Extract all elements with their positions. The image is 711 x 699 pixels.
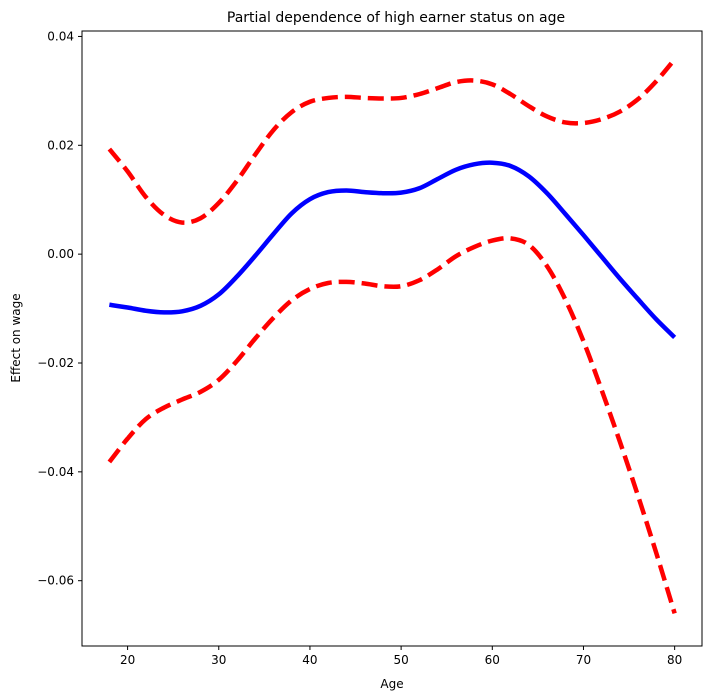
x-axis: 20 30 40 50 60 70 80 [120,646,682,667]
y-tick-label: 0.04 [47,29,74,43]
chart-title: Partial dependence of high earner status… [227,10,565,26]
x-axis-label: Age [380,677,403,691]
y-tick-label: −0.02 [37,356,74,370]
x-tick-label: 50 [393,653,408,667]
x-tick-label: 70 [576,653,591,667]
y-tick-label: 0.02 [47,138,74,152]
y-tick-label: −0.04 [37,465,74,479]
upper-bound-line [107,57,677,225]
y-axis: 0.04 0.02 0.00 −0.02 −0.04 −0.06 [37,29,82,588]
y-axis-label: Effect on wage [9,293,23,382]
x-tick-label: 30 [211,653,226,667]
x-tick-label: 20 [120,653,135,667]
series-layer [107,57,677,615]
y-tick-label: −0.06 [37,574,74,588]
lower-bound-line [107,235,677,615]
estimate-line [109,160,677,340]
x-tick-label: 80 [667,653,682,667]
x-tick-label: 40 [302,653,317,667]
y-tick-label: 0.00 [47,247,74,261]
x-tick-label: 60 [485,653,500,667]
plot-frame [81,30,703,647]
